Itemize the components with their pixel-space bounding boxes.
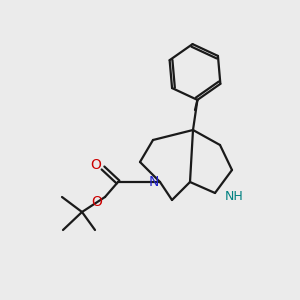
Text: NH: NH [225,190,244,202]
Text: O: O [92,195,102,209]
Text: N: N [149,175,159,189]
Text: O: O [91,158,101,172]
